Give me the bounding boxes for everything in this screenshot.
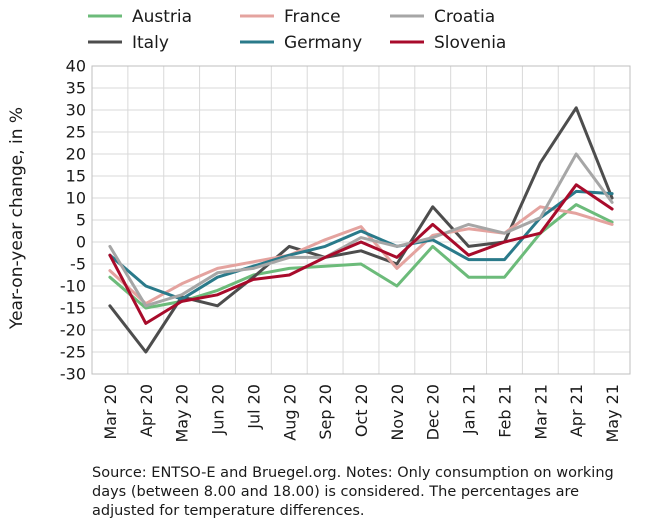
y-tick-label: 30 bbox=[66, 101, 86, 120]
y-tick-label: -20 bbox=[60, 321, 86, 340]
y-axis-label: Year-on-year change, in % bbox=[7, 107, 27, 330]
y-tick-label: 10 bbox=[66, 189, 86, 208]
legend-label: France bbox=[284, 7, 341, 27]
x-tick-label: Dec 20 bbox=[424, 384, 443, 440]
x-tick-label: Mar 20 bbox=[101, 384, 120, 440]
y-tick-label: 25 bbox=[66, 123, 86, 142]
y-tick-label: 40 bbox=[66, 57, 86, 76]
legend-label: Slovenia bbox=[434, 33, 506, 53]
x-tick-label: Jun 20 bbox=[209, 384, 228, 435]
legend-label: Austria bbox=[132, 7, 192, 27]
y-tick-label: 20 bbox=[66, 145, 86, 164]
x-tick-label: Apr 21 bbox=[567, 384, 586, 437]
y-tick-label: -15 bbox=[60, 299, 86, 318]
y-tick-label: 35 bbox=[66, 79, 86, 98]
x-tick-label: Apr 20 bbox=[137, 384, 156, 437]
x-tick-label: Jul 20 bbox=[244, 384, 263, 430]
legend: Austria Italy France Germany Croatia Slovenia bbox=[88, 7, 506, 53]
x-tick-label: May 20 bbox=[173, 384, 192, 443]
y-tick-label: 0 bbox=[76, 233, 86, 252]
x-axis-ticks: Mar 20 Apr 20 May 20 Jun 20 Jul 20 Aug 20 Sep … bbox=[101, 384, 622, 443]
series-lines bbox=[108, 106, 614, 354]
plot-area-border bbox=[91, 65, 631, 375]
source-note: Source: ENTSO-E and Bruegel.org. Notes: … bbox=[92, 465, 614, 519]
series-line-slovenia bbox=[108, 183, 614, 325]
y-tick-label: -25 bbox=[60, 343, 86, 362]
y-tick-label: -30 bbox=[60, 365, 86, 384]
legend-item-italy: Italy bbox=[88, 33, 169, 53]
x-tick-label: Sep 20 bbox=[316, 384, 335, 440]
legend-item-germany: Germany bbox=[240, 33, 362, 53]
y-tick-label: 15 bbox=[66, 167, 86, 186]
y-tick-label: -10 bbox=[60, 277, 86, 296]
legend-item-slovenia: Slovenia bbox=[390, 33, 506, 53]
legend-label: Italy bbox=[132, 33, 169, 53]
y-tick-label: 5 bbox=[76, 211, 86, 230]
legend-label: Germany bbox=[284, 33, 362, 53]
x-tick-label: Mar 21 bbox=[531, 384, 550, 440]
x-tick-label: Nov 20 bbox=[388, 384, 407, 441]
x-tick-label: Aug 20 bbox=[280, 384, 299, 441]
legend-item-france: France bbox=[240, 7, 341, 27]
x-tick-label: Oct 20 bbox=[352, 384, 371, 437]
y-tick-label: -5 bbox=[70, 255, 86, 274]
x-tick-label: Feb 21 bbox=[495, 384, 514, 438]
x-tick-label: Jan 21 bbox=[460, 384, 479, 435]
series-line-france bbox=[108, 205, 614, 306]
x-tick-label: May 21 bbox=[603, 384, 622, 443]
series-line-croatia bbox=[108, 152, 614, 308]
legend-label: Croatia bbox=[434, 7, 495, 27]
series-line-germany bbox=[108, 189, 614, 301]
legend-item-austria: Austria bbox=[88, 7, 192, 27]
legend-item-croatia: Croatia bbox=[390, 7, 495, 27]
y-axis-ticks: -30 -25 -20 -15 -10 -5 0 5 10 15 20 25 30 35 40 bbox=[60, 57, 86, 384]
